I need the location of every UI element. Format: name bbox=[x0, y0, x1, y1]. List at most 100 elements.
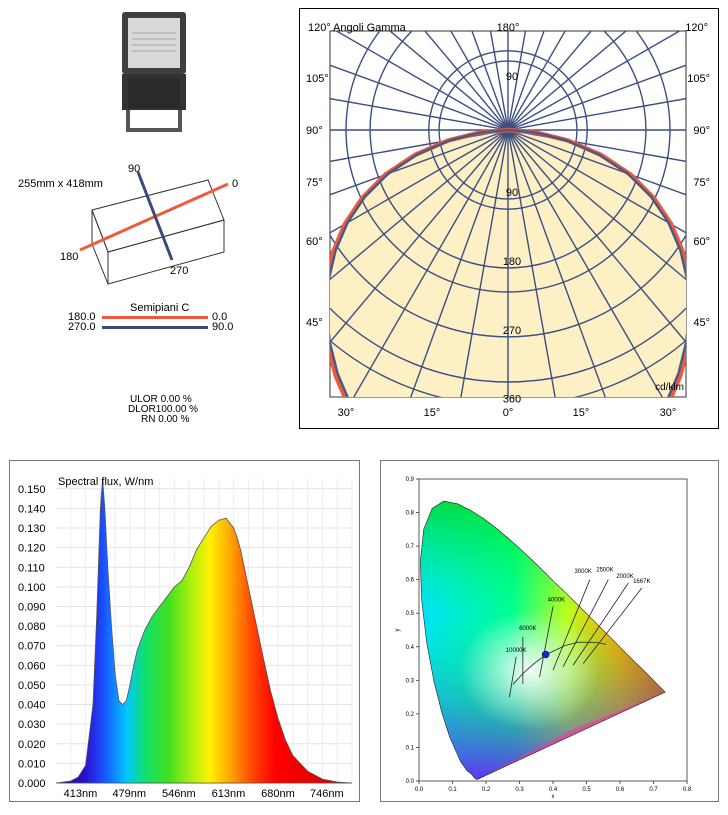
cie-x-tick: 0.7 bbox=[649, 787, 658, 793]
gamma-label-right: 75° bbox=[693, 177, 710, 189]
cie-y-tick: 0.4 bbox=[406, 645, 415, 651]
spectral-y-tick: 0.150 bbox=[18, 484, 46, 496]
spectral-chart: 0.000 0.010 0.020 0.030 0.040 0.050 0.060 0.070… bbox=[18, 476, 353, 800]
polar-chart-panel: 120° Angoli Gamma 180° 120° 105° 90° 75° 60° 45°… bbox=[299, 8, 719, 429]
cie-cct-label: 1667K bbox=[633, 579, 650, 585]
cie-cct-label: 10000K bbox=[506, 648, 527, 654]
polar-grid-ray bbox=[507, 129, 686, 344]
spectral-y-tick: 0.060 bbox=[18, 660, 46, 672]
gamma-label-bottom: 30° bbox=[660, 407, 677, 419]
luminaire-panel: 255mm x 418mm 90 0 180 270 Semipiani C 1… bbox=[0, 0, 290, 430]
spectral-x-tick: 413nm bbox=[64, 788, 98, 800]
cie-y-tick: 0.7 bbox=[406, 544, 415, 550]
polar-grid-ray bbox=[353, 129, 509, 397]
polar-curve-c90-c270 bbox=[330, 128, 686, 397]
gamma-label-right: 60° bbox=[693, 236, 710, 248]
dimensions-label: 255mm x 418mm bbox=[18, 178, 103, 190]
radial-tick-label: 180 bbox=[503, 256, 521, 268]
ratio-rn: RN 0.00 % bbox=[141, 414, 190, 425]
spectral-y-tick: 0.110 bbox=[18, 562, 45, 574]
gamma-label-right: 45° bbox=[693, 317, 710, 329]
polar-grid-ray bbox=[507, 129, 686, 234]
cie-y-tick: 0.6 bbox=[406, 578, 415, 584]
cie-x-tick: 0.4 bbox=[549, 787, 558, 793]
gamma-label-top-right: 120° bbox=[685, 22, 708, 34]
spectral-x-tick: 546nm bbox=[162, 788, 196, 800]
polar-grid-ray bbox=[507, 97, 686, 131]
cie-chart: 0.0 0.1 0.2 0.3 0.4 0.5 0.6 0.7 0.8 0.0 0.1 0.2 0.3 0… bbox=[395, 477, 692, 800]
semipiani-row1-line bbox=[102, 316, 208, 319]
cie-iso-cct-line bbox=[562, 579, 609, 668]
cie-iso-cct-line bbox=[572, 582, 629, 666]
semipiani-row2-left: 270.0 bbox=[68, 321, 96, 333]
polar-grid-ray bbox=[388, 31, 509, 131]
semipiani-row1-right: 0.0 bbox=[212, 311, 228, 323]
axis-label-c270: 270 bbox=[170, 265, 189, 277]
cie-y-tick: 0.9 bbox=[406, 477, 415, 483]
polar-grid-ray bbox=[507, 31, 628, 131]
axis-label-c0: 0 bbox=[232, 178, 239, 190]
spectral-title: Spectral flux, W/nm bbox=[58, 476, 153, 488]
polar-grid-ray bbox=[507, 129, 606, 397]
polar-grid-ray bbox=[507, 129, 663, 397]
gamma-label-bottom: 15° bbox=[573, 407, 590, 419]
polar-grid-ray bbox=[410, 129, 509, 397]
polar-grid-ray bbox=[507, 129, 556, 397]
polar-grid-ray bbox=[507, 31, 592, 131]
cie-iso-cct-line bbox=[582, 587, 643, 664]
cie-iso-cct-line bbox=[552, 579, 591, 671]
cie-y-tick: 0.8 bbox=[406, 511, 415, 517]
axis-box-diagram bbox=[79, 171, 229, 285]
spectral-y-tick: 0.100 bbox=[18, 582, 46, 594]
spectral-area bbox=[55, 478, 353, 784]
luminaire-product-image bbox=[122, 12, 186, 132]
cie-x-tick: 0.2 bbox=[482, 787, 491, 793]
semipiani-title: Semipiani C bbox=[130, 302, 190, 314]
polar-grid-ray bbox=[424, 31, 509, 131]
radial-tick-label: 270 bbox=[503, 325, 521, 337]
gamma-label-right: 90° bbox=[693, 125, 710, 137]
cie-y-tick: 0.5 bbox=[406, 611, 415, 617]
cie-x-tick: 0.6 bbox=[616, 787, 625, 793]
gamma-label-left: 75° bbox=[306, 177, 323, 189]
cie-cct-label: 4000K bbox=[548, 597, 565, 603]
cie-x-tick: 0.0 bbox=[415, 787, 424, 793]
gamma-label-top-left: 120° bbox=[308, 22, 331, 34]
polar-grid-ray bbox=[507, 129, 686, 163]
radial-tick-label-upper: 90 bbox=[506, 71, 518, 83]
polar-grid-ray bbox=[460, 129, 509, 397]
spectral-y-tick: 0.080 bbox=[18, 621, 46, 633]
polar-grid-ray bbox=[330, 129, 509, 234]
spectral-chart-panel: 0.000 0.010 0.020 0.030 0.040 0.050 0.060 0.070… bbox=[9, 460, 360, 802]
spectral-y-tick: 0.020 bbox=[18, 739, 46, 751]
polar-chart: 120° Angoli Gamma 180° 120°105°90°75°60°45°… bbox=[306, 22, 710, 419]
gamma-label-left: 60° bbox=[306, 236, 323, 248]
polar-grid-ray bbox=[330, 64, 509, 131]
polar-grid-ray bbox=[330, 129, 509, 163]
polar-grid-ray bbox=[507, 31, 681, 131]
gamma-label-bottom: 15° bbox=[424, 407, 441, 419]
cie-gamut bbox=[420, 501, 666, 780]
spectral-y-tick: 0.140 bbox=[18, 503, 46, 515]
spectral-x-tick: 613nm bbox=[212, 788, 246, 800]
spectral-x-tick: 746nm bbox=[310, 788, 344, 800]
polar-grid-ray bbox=[507, 129, 686, 281]
gamma-label-bottom: 30° bbox=[338, 407, 355, 419]
cie-cct-label: 3000K bbox=[574, 569, 591, 575]
spectral-y-tick: 0.040 bbox=[18, 700, 46, 712]
ratio-dlor: DLOR100.00 % bbox=[128, 404, 199, 415]
cie-white-point-glow bbox=[459, 610, 600, 731]
cie-cct-label: 6000K bbox=[519, 626, 536, 632]
cie-x-tick: 0.1 bbox=[448, 787, 457, 793]
spectral-y-tick: 0.030 bbox=[18, 719, 46, 731]
polar-grid-ray bbox=[507, 64, 686, 131]
gamma-label-right: 105° bbox=[687, 73, 710, 85]
semipiani-row1-left: 180.0 bbox=[68, 311, 96, 323]
ratio-ulor: ULOR 0.00 % bbox=[130, 394, 192, 405]
spectral-y-tick: 0.010 bbox=[18, 758, 46, 770]
semipiani-row2-right: 90.0 bbox=[212, 321, 234, 333]
spectral-y-tick: 0.070 bbox=[18, 641, 46, 653]
cie-iso-cct-line bbox=[539, 606, 554, 678]
polar-grid-ray bbox=[330, 129, 509, 344]
cie-y-tick: 0.2 bbox=[406, 712, 415, 718]
